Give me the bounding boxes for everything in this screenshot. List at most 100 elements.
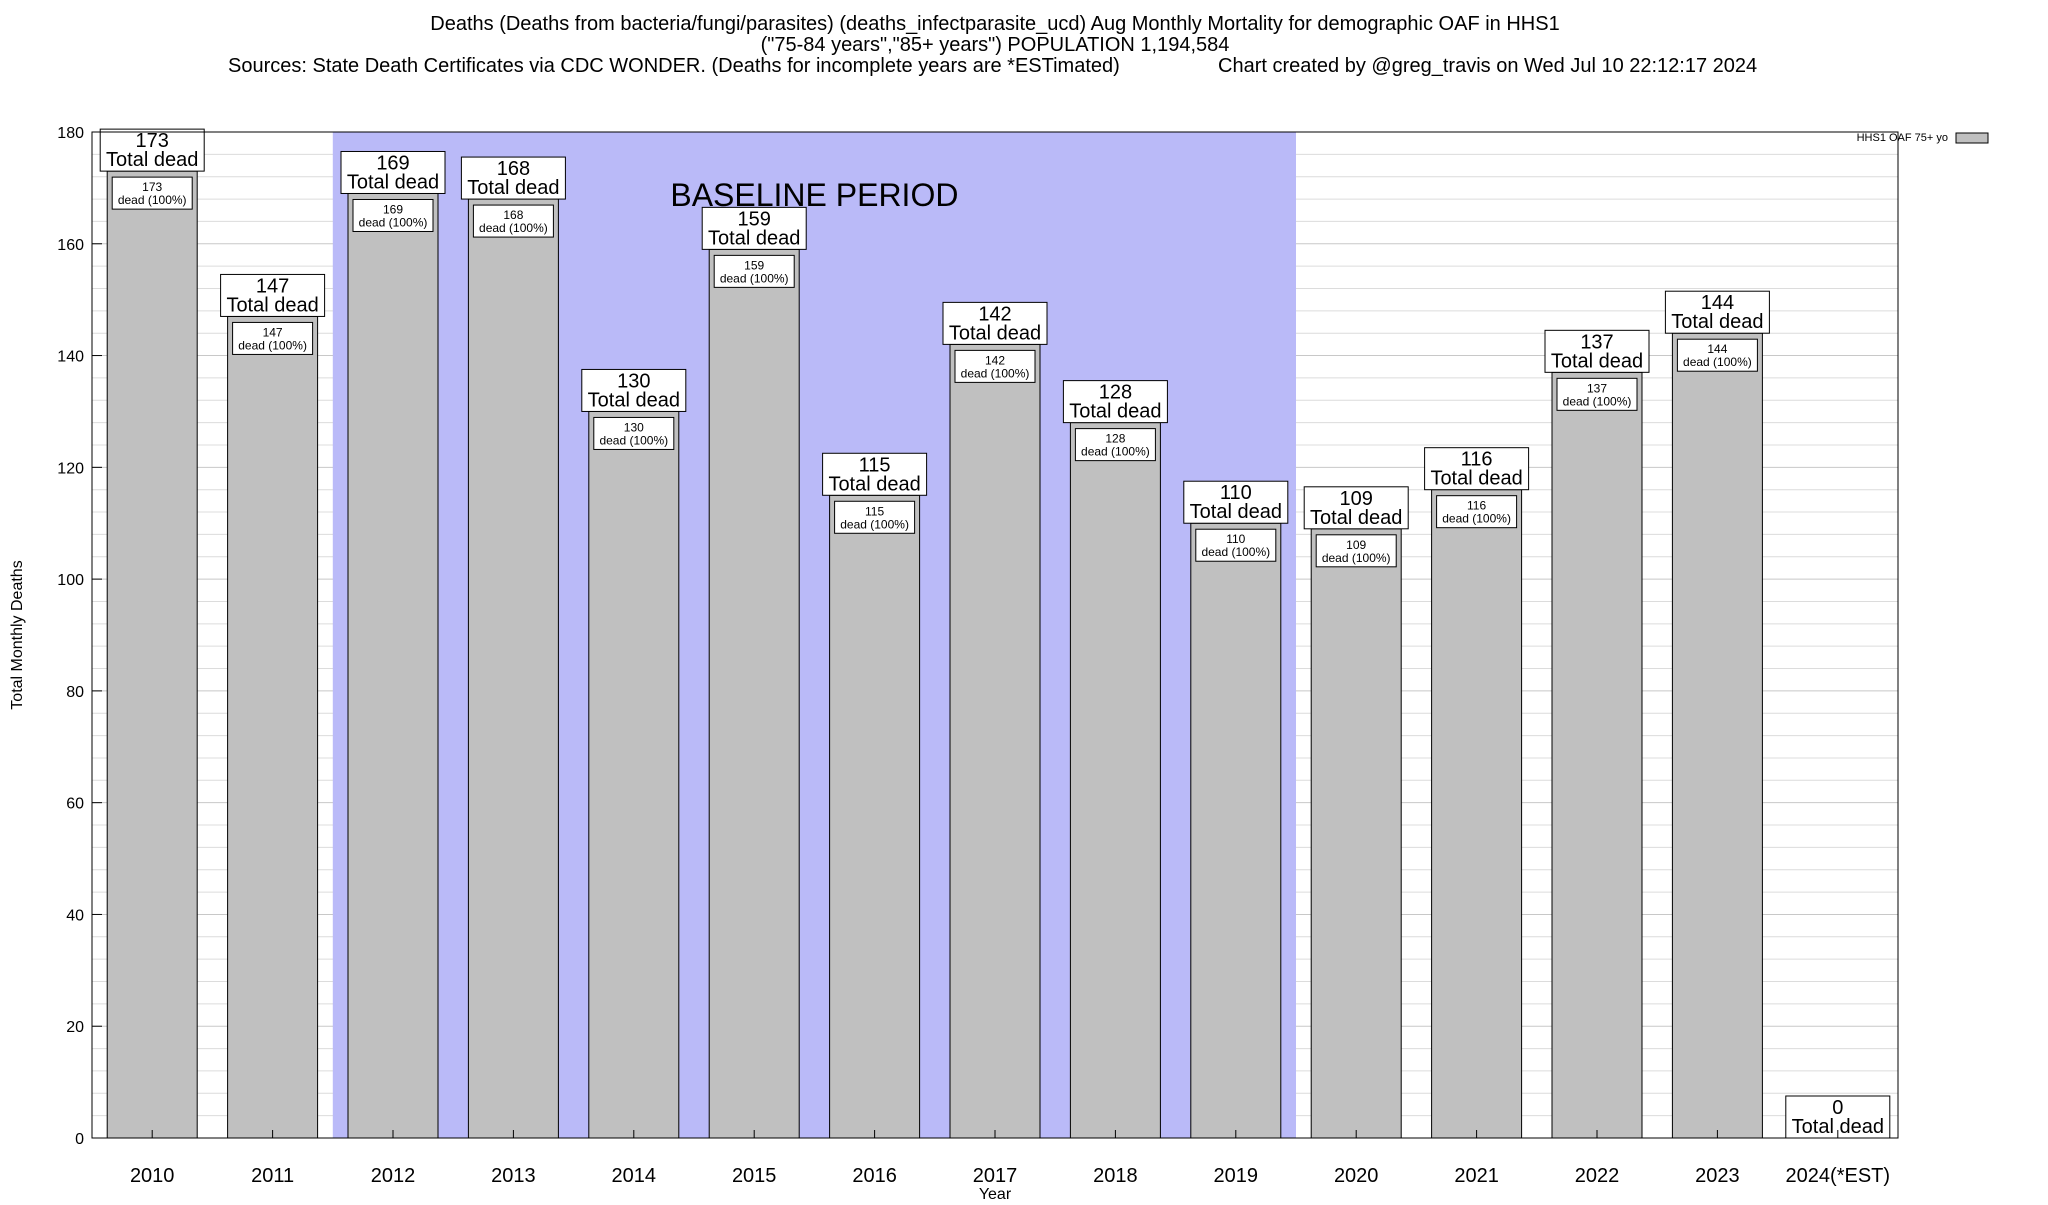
bar: [347, 192, 439, 1139]
inner-percent-label: dead (100%): [359, 215, 428, 229]
total-value-label: 137: [1580, 331, 1613, 353]
y-axis-title: Total Monthly Deaths: [9, 560, 26, 709]
chart-sources: Sources: State Death Certificates via CD…: [228, 55, 1120, 77]
inner-percent-label: dead (100%): [118, 193, 187, 207]
inner-label-box: [834, 500, 916, 534]
inner-percent-label: dead (100%): [1322, 551, 1391, 565]
inner-label-box: [111, 176, 193, 210]
y-tick-label: 80: [66, 684, 84, 701]
inner-value-label: 109: [1346, 538, 1366, 552]
total-dead-label: Total dead: [1551, 350, 1643, 372]
inner-label-box: [1676, 338, 1758, 372]
x-tick-label: 2010: [130, 1165, 175, 1187]
x-tick-label: 2014: [612, 1165, 657, 1187]
total-dead-label: Total dead: [1310, 507, 1402, 529]
bar: [949, 343, 1041, 1139]
total-dead-label: Total dead: [1069, 401, 1161, 423]
inner-value-label: 142: [985, 353, 1005, 367]
inner-value-label: 159: [744, 258, 764, 272]
inner-percent-label: dead (100%): [1563, 394, 1632, 408]
x-axis-title: Year: [979, 1186, 1012, 1200]
bar: [1551, 371, 1643, 1139]
inner-value-label: 130: [624, 420, 644, 434]
total-dead-label: Total dead: [467, 177, 559, 199]
inner-label-box: [1436, 495, 1518, 529]
bar: [1069, 422, 1161, 1139]
bar: [829, 494, 921, 1139]
legend-swatch: [1955, 132, 1989, 144]
inner-label-box: [593, 416, 675, 450]
total-dead-label: Total dead: [708, 227, 800, 249]
legend-label: HHS1 OAF 75+ yo: [1857, 132, 1948, 144]
x-tick-label: 2011: [251, 1165, 294, 1187]
x-tick-label: 2024(*EST): [1786, 1165, 1891, 1187]
bar: [1671, 332, 1763, 1139]
y-tick-label: 0: [75, 1131, 84, 1148]
bar: [467, 198, 559, 1139]
inner-label-box: [1195, 528, 1277, 562]
inner-label-box: [954, 349, 1036, 383]
inner-label-box: [1315, 534, 1397, 568]
inner-percent-label: dead (100%): [238, 338, 307, 352]
inner-value-label: 137: [1587, 381, 1607, 395]
inner-percent-label: dead (100%): [479, 221, 548, 235]
total-value-label: 128: [1099, 382, 1132, 404]
total-value-label: 110: [1220, 482, 1252, 504]
bar: [227, 315, 319, 1139]
inner-percent-label: dead (100%): [1683, 355, 1752, 369]
total-label-box: [581, 368, 687, 412]
total-value-label: 142: [978, 303, 1011, 325]
bar: [1190, 522, 1282, 1139]
total-dead-label: Total dead: [106, 149, 198, 171]
total-dead-label: Total dead: [1190, 501, 1282, 523]
total-dead-label: Total dead: [949, 322, 1041, 344]
x-tick-label: 2012: [371, 1165, 416, 1187]
x-tick-label: 2019: [1214, 1165, 1259, 1187]
x-tick-label: 2017: [973, 1165, 1018, 1187]
inner-value-label: 173: [142, 180, 162, 194]
inner-value-label: 169: [383, 202, 403, 216]
total-label-box: [1303, 486, 1409, 530]
inner-value-label: 147: [263, 325, 283, 339]
inner-percent-label: dead (100%): [840, 517, 909, 531]
total-value-label: 159: [738, 208, 771, 230]
total-value-label: 173: [136, 130, 169, 152]
total-value-label: 169: [376, 152, 409, 174]
total-label-box: [1544, 329, 1650, 373]
bar: [106, 170, 198, 1139]
inner-label-box: [232, 321, 314, 355]
x-tick-label: 2018: [1093, 1165, 1138, 1187]
chart-text: Year Total Monthly Deaths Deaths (Deaths f…: [9, 13, 1989, 1203]
bar: [1310, 528, 1402, 1139]
total-value-label: 147: [256, 275, 289, 297]
total-dead-label: Total dead: [828, 473, 920, 495]
chart-subtitle: ("75-84 years","85+ years") POPULATION 1…: [761, 34, 1230, 56]
y-tick-label: 160: [57, 237, 84, 254]
bar: [1431, 489, 1523, 1139]
y-tick-label: 100: [57, 572, 84, 589]
chart-title: Deaths (Deaths from bacteria/fungi/paras…: [430, 13, 1559, 35]
total-label-box: [822, 452, 928, 496]
x-tick-label: 2015: [732, 1165, 777, 1187]
total-label-box: [942, 301, 1048, 345]
inner-percent-label: dead (100%): [720, 271, 789, 285]
axes: 2010 2011 2012 2013 2014 2015 2016 2017 2018 2019…: [57, 125, 1899, 1187]
bar: [708, 248, 800, 1139]
inner-value-label: 116: [1467, 499, 1486, 513]
inner-percent-label: dead (100%): [1201, 545, 1270, 559]
total-value-label: 0: [1832, 1097, 1843, 1119]
x-tick-label: 2022: [1575, 1165, 1620, 1187]
inner-value-label: 128: [1105, 432, 1125, 446]
total-label-box: [1424, 447, 1530, 491]
total-value-label: 144: [1701, 292, 1734, 314]
total-dead-label: Total dead: [226, 294, 318, 316]
x-tick-label: 2020: [1334, 1165, 1379, 1187]
chart-credit: Chart created by @greg_travis on Wed Jul…: [1218, 55, 1757, 77]
total-label-box: [99, 128, 205, 172]
x-tick-label: 2023: [1695, 1165, 1740, 1187]
total-value-label: 109: [1340, 488, 1373, 510]
inner-label-box: [1556, 377, 1638, 411]
inner-label-box: [352, 198, 434, 232]
